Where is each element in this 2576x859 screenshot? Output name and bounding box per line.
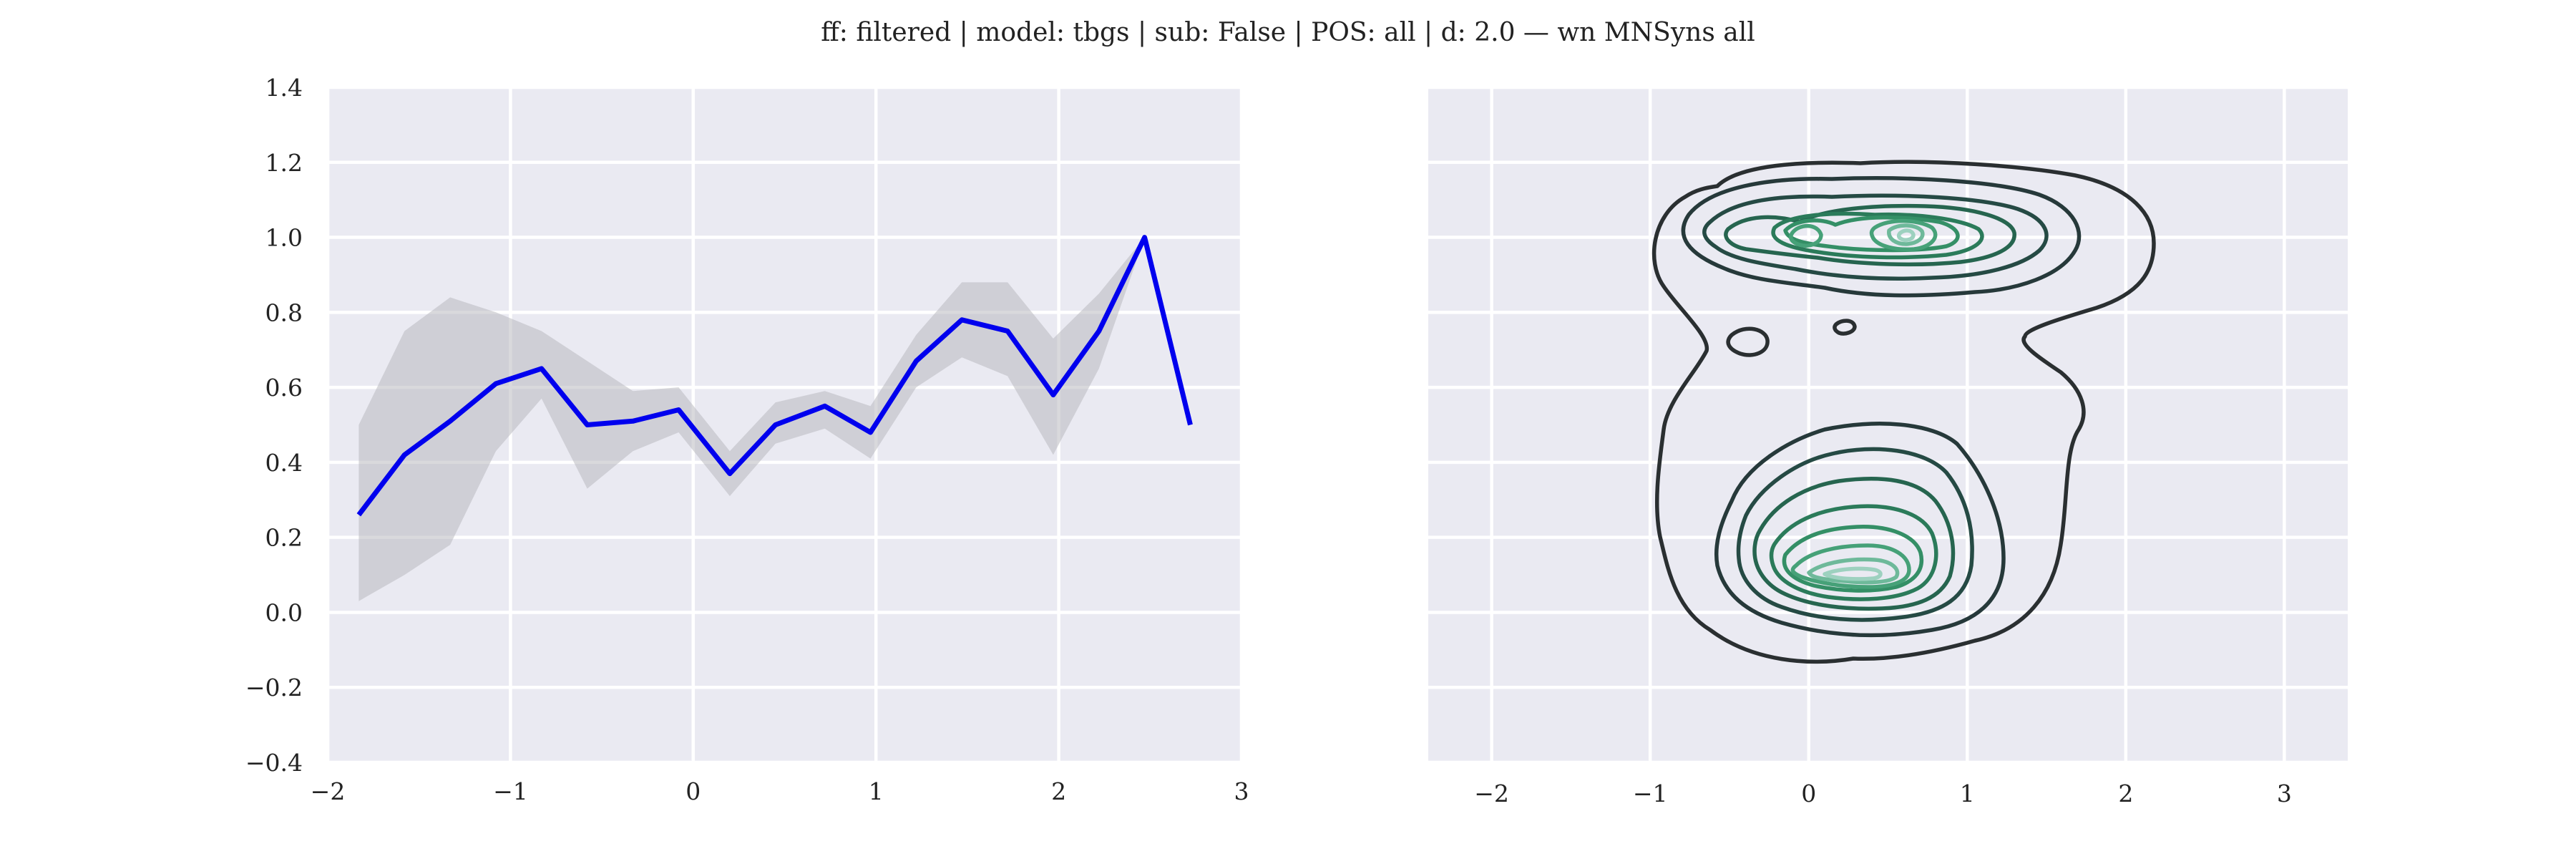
x-tick-label: 0 [1801, 780, 1816, 807]
contour-level-8 [1887, 223, 1925, 246]
x-tick-label: −2 [311, 777, 346, 805]
y-tick-label: 0.2 [265, 524, 303, 552]
contour-level-6 [1782, 525, 1924, 593]
y-tick-label: −0.2 [245, 674, 303, 702]
x-tick-label: 2 [2118, 780, 2133, 807]
x-tick-label: −1 [493, 777, 528, 805]
x-tick-label: 3 [2277, 780, 2292, 807]
contour-level-2 [1714, 422, 2006, 638]
density-contours [1652, 160, 2156, 664]
y-tick-label: 1.2 [265, 149, 303, 177]
y-tick-label: 1.0 [265, 224, 303, 252]
contour-level-7 [1869, 218, 1938, 252]
contour-level-2 [1681, 176, 2082, 298]
contour-level-6 [1783, 215, 1960, 253]
contour-level-1 [1652, 160, 2156, 664]
line-chart-grid [326, 85, 1244, 765]
contour-level-7 [1790, 543, 1911, 589]
contour-level-3 [1736, 447, 1974, 622]
contour-island [1833, 319, 1857, 336]
contour-chart-ticks: −2 −1 0 1 2 3 [1474, 780, 2292, 807]
x-tick-label: −2 [1474, 780, 1509, 807]
x-tick-label: 0 [686, 777, 701, 805]
y-tick-label: 0.8 [265, 299, 303, 326]
y-tick-label: 0.4 [265, 449, 303, 477]
y-tick-label: 1.4 [265, 74, 303, 102]
contour-chart-panel: −2 −1 0 1 2 3 [1428, 85, 2348, 807]
contour-island [1726, 326, 1770, 357]
contour-level-4 [1752, 477, 1956, 611]
x-tick-label: 2 [1051, 777, 1066, 805]
contour-chart-grid [1428, 85, 2348, 765]
contour-level-3 [1702, 193, 2049, 281]
x-tick-label: 1 [869, 777, 884, 805]
y-tick-label: 0.0 [265, 598, 303, 626]
contour-level-9 [1823, 566, 1883, 581]
y-tick-label: −0.4 [245, 749, 303, 777]
line-chart-panel: −2 −1 0 1 2 3 −0.4 −0.2 0.0 0.2 0.4 0.6 0.8 1.0 1.2 1.4 [245, 74, 1249, 805]
x-tick-label: −1 [1633, 780, 1668, 807]
line-chart-ticks: −2 −1 0 1 2 3 −0.4 −0.2 0.0 0.2 0.4 0.6 0.8 1.0 1.2 1.4 [245, 74, 1249, 805]
contour-level-7 [1789, 223, 1823, 248]
contour-level-9 [1896, 228, 1916, 242]
figure-title: ff: filtered | model: tbgs | sub: False … [821, 18, 1755, 47]
confidence-band [358, 237, 1191, 601]
contour-level-5 [1771, 211, 1984, 260]
x-tick-label: 3 [1234, 777, 1249, 805]
contour-level-8 [1807, 557, 1900, 585]
y-tick-label: 0.6 [265, 374, 303, 402]
contour-level-5 [1769, 504, 1938, 601]
mean-line [356, 235, 1193, 517]
x-tick-label: 1 [1960, 780, 1975, 807]
